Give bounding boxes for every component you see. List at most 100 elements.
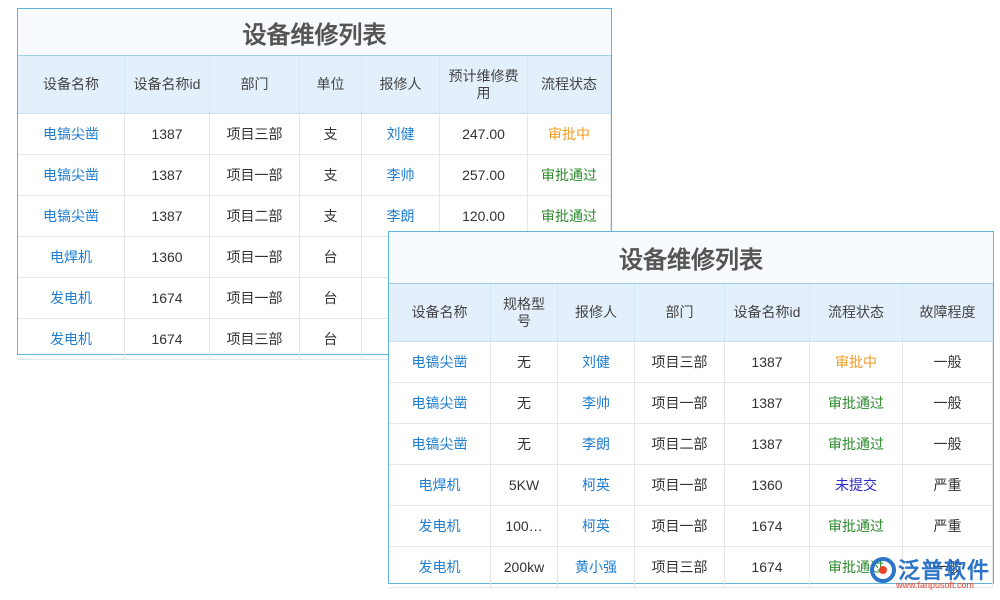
table-cell: 电镐尖凿 bbox=[389, 342, 491, 382]
table-row: 电镐尖凿无刘健 项目三部 1387 审批中 一般 bbox=[389, 342, 993, 383]
table-cell: 1674 bbox=[725, 506, 810, 546]
header-cell: 设备名称id bbox=[125, 56, 210, 113]
header-cell: 设备名称 bbox=[18, 56, 125, 113]
table-cell: 李帅 bbox=[558, 383, 635, 423]
table-cell: 项目三部 bbox=[635, 342, 725, 382]
table-cell: 1387 bbox=[725, 383, 810, 423]
table-cell: 台 bbox=[300, 278, 362, 318]
table-cell: 5KW bbox=[491, 465, 558, 505]
table-cell: 台 bbox=[300, 237, 362, 277]
table-cell: 100… bbox=[491, 506, 558, 546]
table-cell: 审批通过 bbox=[810, 424, 903, 464]
table-row: 电镐尖凿 1387 项目二部支李朗 120.00 审批通过 bbox=[18, 196, 611, 237]
table-cell: 严重 bbox=[903, 465, 993, 505]
table-cell: 1674 bbox=[725, 547, 810, 587]
table-cell: 审批通过 bbox=[810, 547, 903, 587]
header-cell: 单位 bbox=[300, 56, 362, 113]
table-cell: 项目一部 bbox=[210, 155, 300, 195]
table-cell: 247.00 bbox=[440, 114, 528, 154]
table-row: 发电机 1674 项目一部台 bbox=[18, 278, 611, 319]
table-cell: 电镐尖凿 bbox=[18, 155, 125, 195]
table-cell: 审批通过 bbox=[810, 383, 903, 423]
table-title: 设备维修列表 bbox=[18, 9, 611, 56]
table-cell: 1387 bbox=[125, 155, 210, 195]
table-cell: 项目三部 bbox=[210, 114, 300, 154]
table-cell: 发电机 bbox=[389, 547, 491, 587]
table-cell: 支 bbox=[300, 114, 362, 154]
table-cell: 无 bbox=[491, 424, 558, 464]
table-cell: 1387 bbox=[125, 114, 210, 154]
header-cell: 故障程度 bbox=[903, 284, 993, 341]
table-cell: 台 bbox=[300, 319, 362, 359]
table-cell: 审批通过 bbox=[810, 506, 903, 546]
table-cell: 审批通过 bbox=[528, 196, 611, 236]
header-cell: 部门 bbox=[635, 284, 725, 341]
header-cell: 设备名称id bbox=[725, 284, 810, 341]
table-cell: 项目三部 bbox=[635, 547, 725, 587]
watermark: 泛普软件 www.fanpusoft.com bbox=[868, 553, 993, 593]
table-cell: 审批中 bbox=[528, 114, 611, 154]
header-row: 设备名称 设备名称id 部门 单位 报修人 预计维修费用 流程状态 bbox=[18, 56, 611, 114]
table-cell: 李朗 bbox=[362, 196, 440, 236]
table-cell: 发电机 bbox=[18, 319, 125, 359]
table-cell: 电焊机 bbox=[18, 237, 125, 277]
table-cell: 1387 bbox=[725, 342, 810, 382]
table-cell: 项目一部 bbox=[635, 383, 725, 423]
table-cell: 柯英 bbox=[558, 506, 635, 546]
table-cell: 1360 bbox=[725, 465, 810, 505]
table-cell: 一般 bbox=[903, 547, 993, 587]
table-row: 电镐尖凿无李帅 项目一部 1387 审批通过 一般 bbox=[389, 383, 993, 424]
header-cell: 报修人 bbox=[558, 284, 635, 341]
table-cell: 一般 bbox=[903, 383, 993, 423]
table-cell: 一般 bbox=[903, 424, 993, 464]
table-cell: 无 bbox=[491, 342, 558, 382]
table-cell: 1387 bbox=[125, 196, 210, 236]
table-cell: 1387 bbox=[725, 424, 810, 464]
table-row: 电焊机 5KW 柯英 项目一部 1360 未提交 严重 bbox=[389, 465, 993, 506]
header-cell: 预计维修费用 bbox=[440, 56, 528, 113]
table-row: 电镐尖凿无李朗 项目二部 1387 审批通过 一般 bbox=[389, 424, 993, 465]
table-cell: 严重 bbox=[903, 506, 993, 546]
table-cell: 发电机 bbox=[389, 506, 491, 546]
table-cell: 审批中 bbox=[810, 342, 903, 382]
table-cell: 电焊机 bbox=[389, 465, 491, 505]
table-cell: 黄小强 bbox=[558, 547, 635, 587]
table-cell: 未提交 bbox=[810, 465, 903, 505]
table-cell: 257.00 bbox=[440, 155, 528, 195]
header-cell: 部门 bbox=[210, 56, 300, 113]
table-cell: 项目二部 bbox=[635, 424, 725, 464]
table-row: 发电机 200kw 黄小强 项目三部 1674 审批通过 一般 bbox=[389, 547, 993, 588]
table-cell: 1674 bbox=[125, 278, 210, 318]
table-cell: 发电机 bbox=[18, 278, 125, 318]
table-title: 设备维修列表 bbox=[389, 232, 993, 284]
table-cell: 李朗 bbox=[558, 424, 635, 464]
table-cell: 项目二部 bbox=[210, 196, 300, 236]
header-row: 设备名称 规格型号 报修人 部门 设备名称id 流程状态 故障程度 bbox=[389, 284, 993, 342]
table-cell: 支 bbox=[300, 155, 362, 195]
table-cell: 刘健 bbox=[558, 342, 635, 382]
table-cell: 电镐尖凿 bbox=[18, 196, 125, 236]
table-cell: 电镐尖凿 bbox=[18, 114, 125, 154]
back-table: 设备维修列表 设备名称 设备名称id 部门 单位 报修人 预计维修费用 流程状态 电镐尖凿 138… bbox=[17, 8, 612, 360]
header-cell: 规格型号 bbox=[491, 284, 558, 341]
table-cell: 审批通过 bbox=[528, 155, 611, 195]
table-row: 电镐尖凿 1387 项目一部支李帅 257.00 审批通过 bbox=[18, 155, 611, 196]
table-cell: 项目一部 bbox=[635, 506, 725, 546]
table-cell: 项目一部 bbox=[635, 465, 725, 505]
header-cell: 报修人 bbox=[362, 56, 440, 113]
table-row: 电焊机 1360 项目一部台 bbox=[18, 237, 611, 278]
table-row: 电镐尖凿 1387 项目三部支刘健 247.00 审批中 bbox=[18, 114, 611, 155]
table-cell: 项目一部 bbox=[210, 278, 300, 318]
table-cell: 支 bbox=[300, 196, 362, 236]
table-cell: 项目三部 bbox=[210, 319, 300, 359]
url: www.fanpusoft.com bbox=[896, 580, 975, 590]
table-cell: 一般 bbox=[903, 342, 993, 382]
header-cell: 流程状态 bbox=[528, 56, 611, 113]
table-cell: 1360 bbox=[125, 237, 210, 277]
table-row: 发电机 100… 柯英 项目一部 1674 审批通过 严重 bbox=[389, 506, 993, 547]
table-cell: 柯英 bbox=[558, 465, 635, 505]
table-cell: 200kw bbox=[491, 547, 558, 587]
table-cell: 刘健 bbox=[362, 114, 440, 154]
table-cell: 120.00 bbox=[440, 196, 528, 236]
